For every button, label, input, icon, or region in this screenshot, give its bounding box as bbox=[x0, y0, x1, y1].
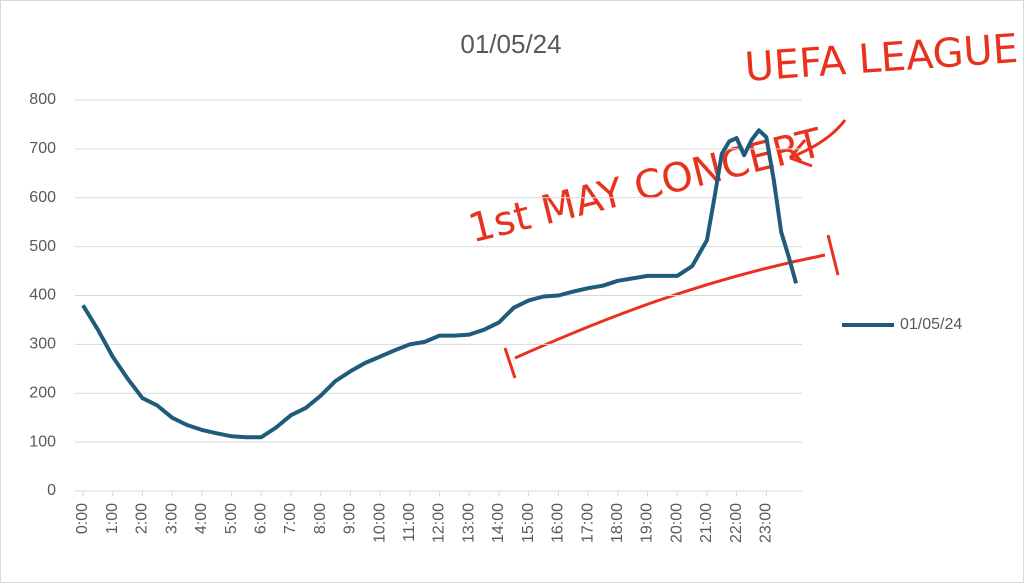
x-tick-label: 2:00 bbox=[134, 503, 151, 534]
annotation-stroke bbox=[503, 234, 840, 379]
series-line bbox=[81, 128, 799, 440]
x-tick-label: 18:00 bbox=[609, 503, 626, 543]
x-tick-label: 9:00 bbox=[342, 503, 359, 534]
x-tick-label: 7:00 bbox=[282, 503, 299, 534]
x-tick-label: 10:00 bbox=[371, 503, 388, 543]
x-tick-label: 6:00 bbox=[252, 503, 269, 534]
annotation-stroke bbox=[514, 253, 826, 360]
legend-label: 01/05/24 bbox=[900, 316, 962, 333]
x-tick-label: 17:00 bbox=[579, 503, 596, 543]
y-tick-label: 100 bbox=[29, 433, 56, 450]
x-tick-label: 15:00 bbox=[520, 503, 537, 543]
x-tick-label: 3:00 bbox=[163, 503, 180, 534]
x-tick-label: 19:00 bbox=[639, 503, 656, 543]
y-tick-label: 300 bbox=[29, 336, 56, 353]
y-tick-label: 500 bbox=[29, 238, 56, 255]
x-tick-label: 8:00 bbox=[312, 503, 329, 534]
y-tick-label: 700 bbox=[29, 140, 56, 157]
x-tick-label: 16:00 bbox=[550, 503, 567, 543]
x-tick-label: 12:00 bbox=[431, 503, 448, 543]
x-tick-label: 11:00 bbox=[401, 503, 418, 542]
chart-title: 01/05/24 bbox=[460, 29, 561, 59]
x-tick-label: 5:00 bbox=[223, 503, 240, 534]
x-tick-label: 22:00 bbox=[728, 503, 745, 543]
x-tick-label: 20:00 bbox=[668, 503, 685, 543]
x-tick-label: 1:00 bbox=[104, 503, 121, 534]
x-tick-label: 21:00 bbox=[698, 503, 715, 543]
y-tick-label: 400 bbox=[29, 287, 56, 304]
y-tick-label: 0 bbox=[47, 482, 56, 499]
y-tick-label: 200 bbox=[29, 384, 56, 401]
y-tick-label: 600 bbox=[29, 189, 56, 206]
x-tick-label: 4:00 bbox=[193, 503, 210, 534]
x-tick-label: 23:00 bbox=[758, 503, 775, 543]
x-tick-label: 0:00 bbox=[74, 503, 91, 534]
x-tick-label: 14:00 bbox=[490, 503, 507, 543]
y-tick-label: 800 bbox=[29, 91, 56, 108]
x-tick-label: 13:00 bbox=[460, 503, 477, 543]
